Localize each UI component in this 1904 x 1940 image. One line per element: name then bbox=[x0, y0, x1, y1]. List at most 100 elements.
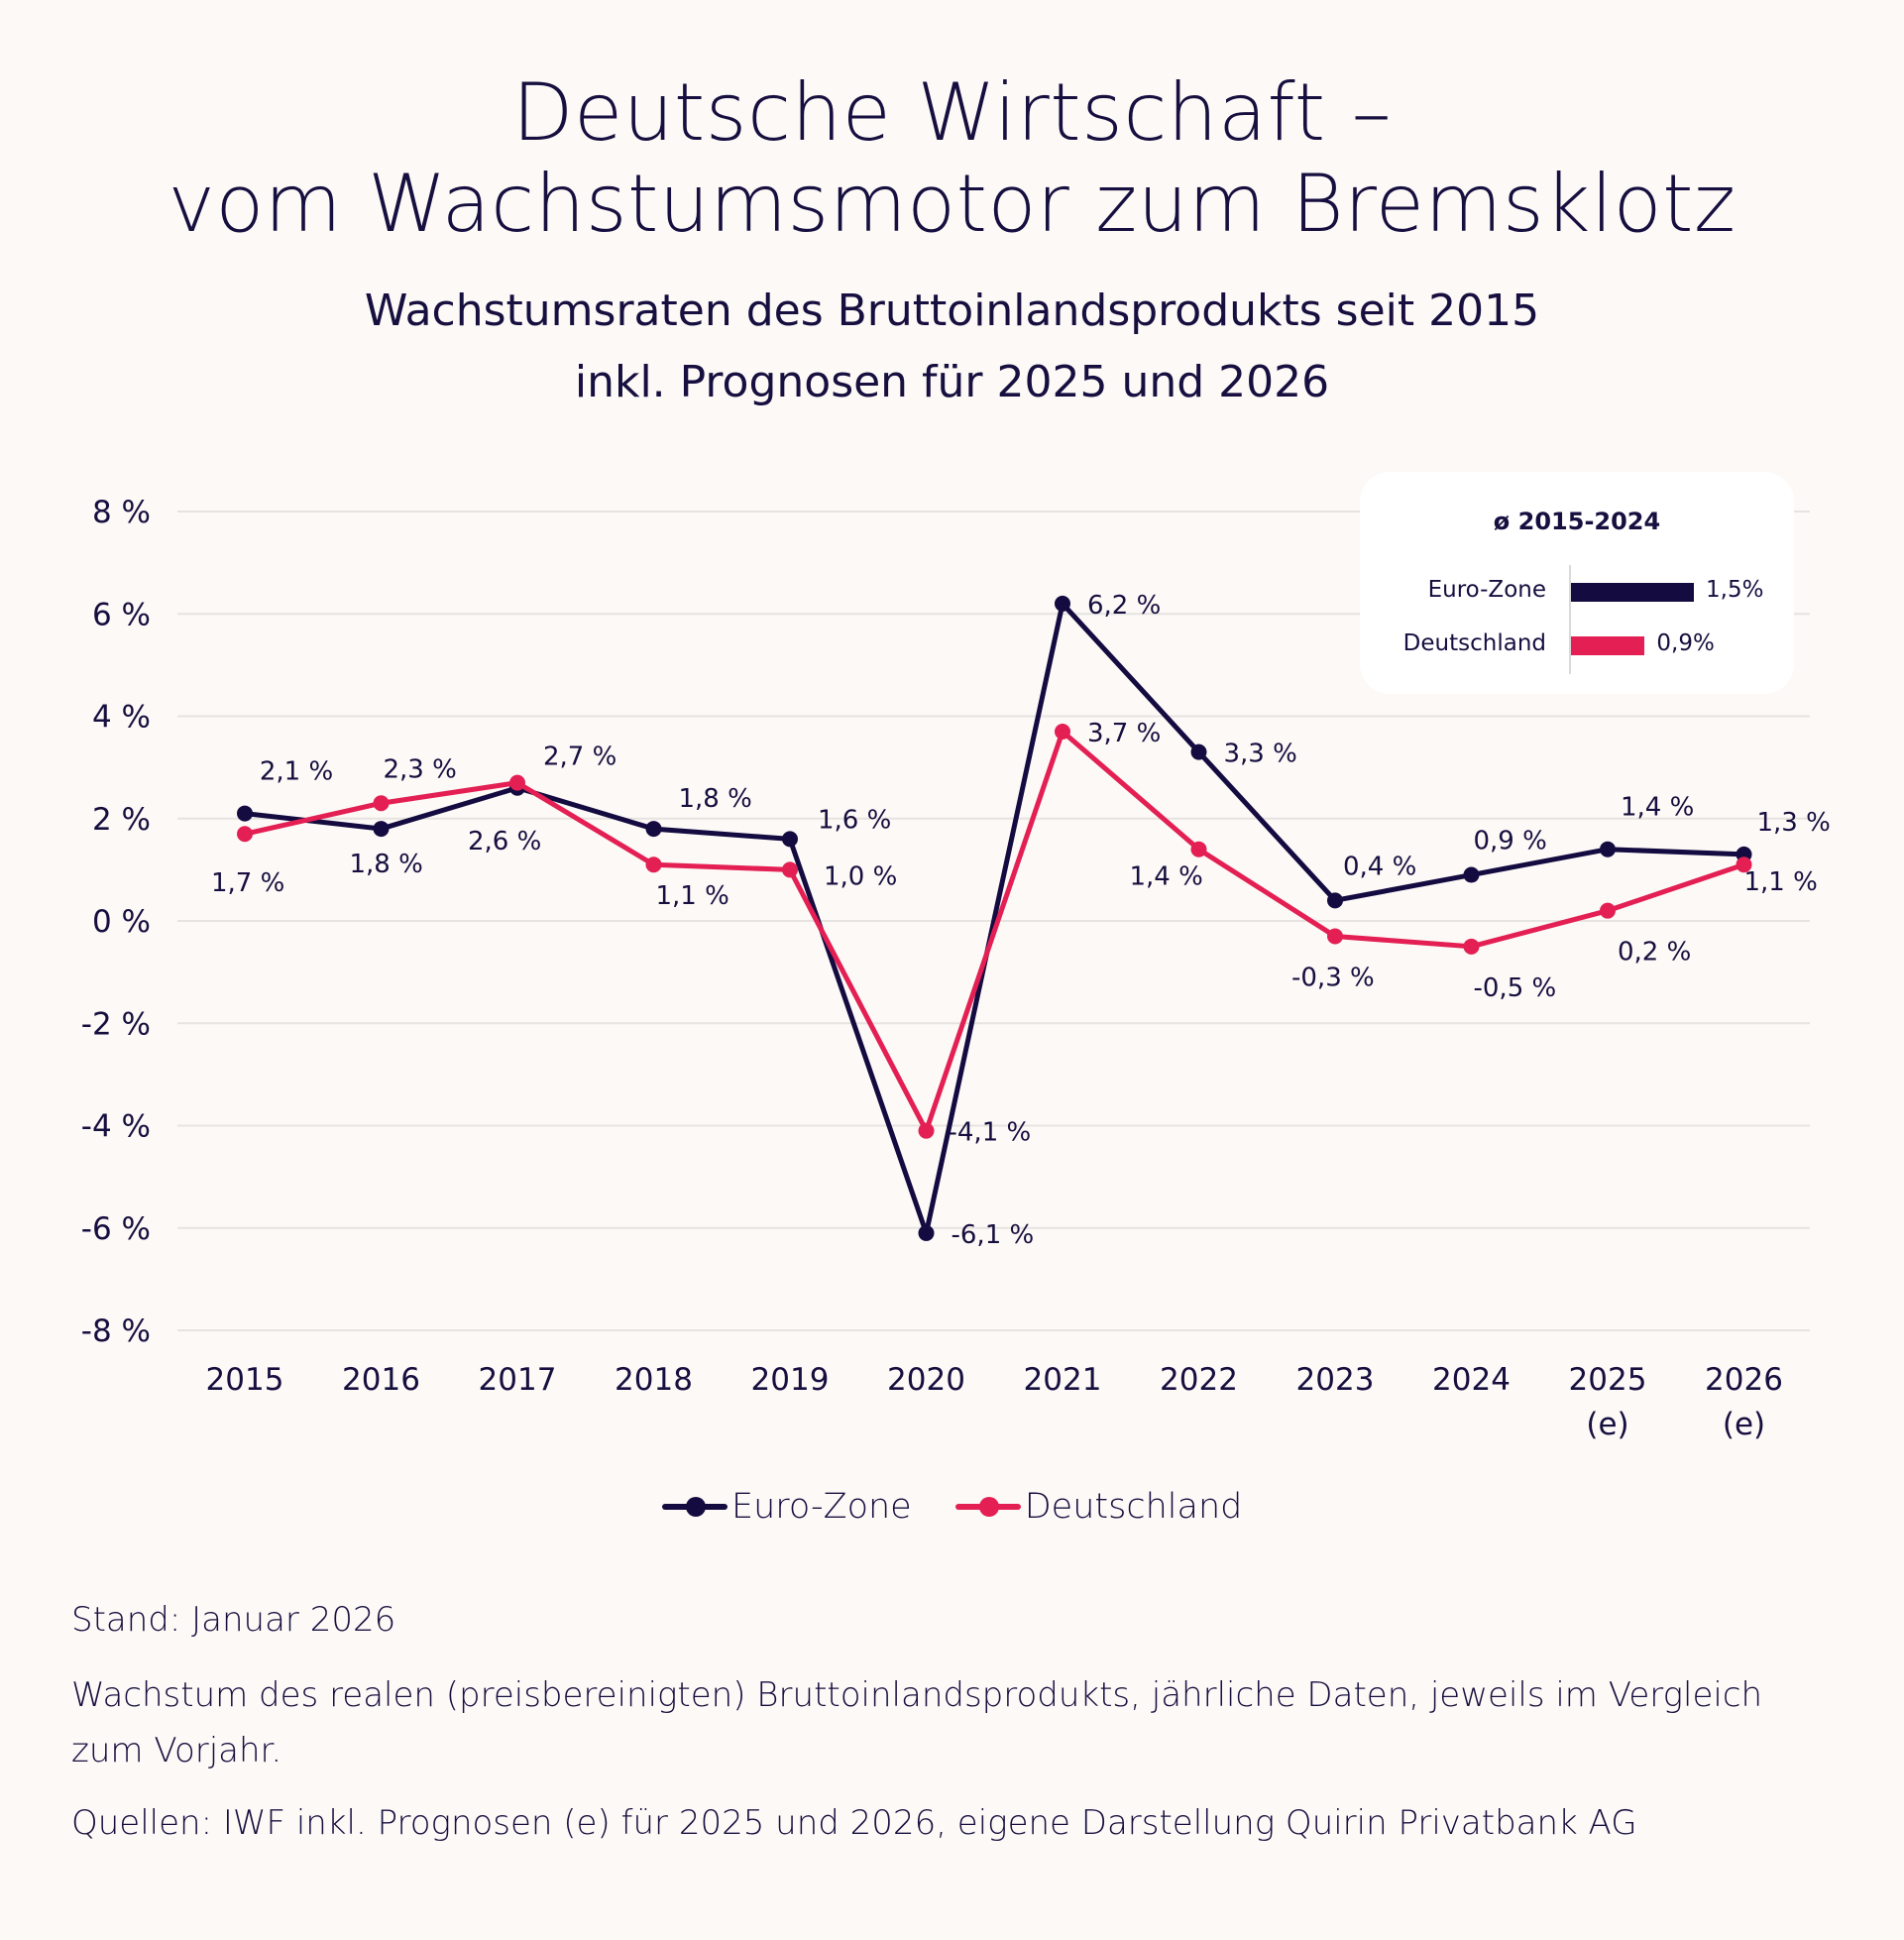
data-point[interactable] bbox=[1327, 928, 1343, 945]
data-label: -0,3 % bbox=[1291, 963, 1375, 992]
data-point[interactable] bbox=[1600, 841, 1616, 857]
data-label: 6,2 % bbox=[1087, 591, 1161, 621]
data-label: 2,1 % bbox=[260, 757, 333, 787]
data-point[interactable] bbox=[782, 831, 798, 848]
x-tick-sublabel: (e) bbox=[1586, 1407, 1628, 1442]
data-point[interactable] bbox=[1190, 841, 1207, 857]
data-label: 2,3 % bbox=[384, 754, 457, 784]
data-point[interactable] bbox=[918, 1224, 935, 1241]
data-label: 1,7 % bbox=[211, 868, 284, 898]
average-label-deutschland: Deutschland bbox=[1402, 630, 1546, 656]
data-label: 2,6 % bbox=[468, 827, 541, 856]
x-tick-label: 2023 bbox=[1296, 1362, 1375, 1398]
data-point[interactable] bbox=[1055, 723, 1070, 740]
chart-title: Deutsche Wirtschaft – vom Wachstumsmotor… bbox=[0, 67, 1904, 250]
series-deutschland bbox=[237, 723, 1752, 1139]
legend-item-deutschland[interactable]: Deutschland bbox=[954, 1487, 1243, 1527]
series-line bbox=[244, 601, 1744, 1236]
data-point[interactable] bbox=[645, 821, 662, 838]
x-tick-label: 2022 bbox=[1160, 1362, 1238, 1398]
data-point[interactable] bbox=[645, 856, 662, 873]
data-label: 3,7 % bbox=[1087, 719, 1161, 748]
data-label: 1,1 % bbox=[1744, 867, 1818, 897]
data-label: 1,8 % bbox=[679, 784, 752, 814]
data-label: 0,9 % bbox=[1474, 827, 1547, 856]
data-label: 1,8 % bbox=[350, 850, 423, 879]
average-value-euro-zone: 1,5% bbox=[1706, 577, 1764, 603]
data-label: 0,4 % bbox=[1343, 852, 1416, 881]
x-tick-label: 2018 bbox=[615, 1362, 693, 1398]
data-label: 1,3 % bbox=[1757, 808, 1831, 838]
data-label: 0,2 % bbox=[1618, 938, 1691, 968]
footer-note: Wachstum des realen (preisbereinigten) B… bbox=[71, 1675, 1763, 1770]
data-point[interactable] bbox=[237, 826, 253, 843]
y-tick-label: 0 % bbox=[92, 904, 151, 940]
data-label: -4,1 % bbox=[949, 1118, 1032, 1148]
footer-stand: Stand: Januar 2026 bbox=[71, 1600, 396, 1640]
data-label: 1,0 % bbox=[824, 861, 897, 891]
data-point[interactable] bbox=[373, 821, 390, 838]
average-inset-title: ø 2015-2024 bbox=[1493, 508, 1661, 535]
y-tick-label: -6 % bbox=[81, 1211, 151, 1247]
series-line bbox=[244, 729, 1745, 1134]
series-lines bbox=[237, 595, 1752, 1241]
y-tick-label: -4 % bbox=[81, 1109, 151, 1145]
legend-label-deutschland: Deutschland bbox=[1024, 1487, 1243, 1527]
data-label: 2,7 % bbox=[543, 742, 616, 772]
legend-item-euro-zone[interactable]: Euro-Zone bbox=[662, 1487, 912, 1527]
subtitle-line-2: inkl. Prognosen für 2025 und 2026 bbox=[574, 357, 1330, 407]
y-tick-label: 8 % bbox=[92, 495, 151, 530]
x-tick-label: 2026 bbox=[1705, 1362, 1783, 1398]
y-tick-label: 2 % bbox=[92, 802, 151, 838]
legend-marker-euro-zone bbox=[662, 1497, 728, 1517]
chart-legend: Euro-Zone Deutschland bbox=[662, 1483, 1286, 1531]
data-point[interactable] bbox=[237, 805, 253, 822]
data-point[interactable] bbox=[1463, 866, 1480, 883]
data-label: 1,6 % bbox=[818, 805, 891, 835]
data-label: 1,4 % bbox=[1621, 793, 1694, 823]
average-row-deutschland: Deutschland 0,9% bbox=[1360, 630, 1794, 660]
series-euro-zone bbox=[237, 595, 1752, 1241]
x-tick-label: 2024 bbox=[1432, 1362, 1511, 1398]
data-label: 3,3 % bbox=[1224, 740, 1297, 769]
data-point[interactable] bbox=[918, 1122, 935, 1139]
x-axis: 2015 2016 2017 2018 2019 2020 2021 2022 2023 2024… bbox=[206, 1362, 1783, 1442]
average-row-euro-zone: Euro-Zone 1,5% bbox=[1360, 577, 1794, 607]
footer-sources: Quellen: IWF inkl. Prognosen (e) für 202… bbox=[71, 1803, 1637, 1843]
average-label-euro-zone: Euro-Zone bbox=[1427, 577, 1546, 603]
data-point[interactable] bbox=[782, 861, 798, 878]
y-tick-label: -8 % bbox=[81, 1313, 151, 1349]
average-value-deutschland: 0,9% bbox=[1656, 630, 1715, 656]
x-tick-label: 2015 bbox=[206, 1362, 284, 1398]
title-line-1: Deutsche Wirtschaft – bbox=[511, 66, 1393, 159]
y-axis: 8 % 6 % 4 % 2 % 0 % -2 % -4 % -6 % -8 % bbox=[81, 495, 151, 1349]
average-bar-deutschland bbox=[1571, 636, 1645, 655]
data-label: 1,4 % bbox=[1130, 862, 1203, 892]
subtitle-line-1: Wachstumsraten des Bruttoinlandsprodukts… bbox=[364, 285, 1540, 336]
data-point[interactable] bbox=[1463, 938, 1480, 955]
data-label: -0,5 % bbox=[1474, 973, 1557, 1003]
y-tick-label: -2 % bbox=[81, 1006, 151, 1042]
average-bar-euro-zone bbox=[1571, 583, 1694, 602]
x-tick-label: 2017 bbox=[479, 1362, 557, 1398]
x-tick-label: 2021 bbox=[1024, 1362, 1102, 1398]
y-tick-label: 6 % bbox=[92, 597, 151, 632]
data-point[interactable] bbox=[1055, 595, 1070, 612]
data-point[interactable] bbox=[1190, 743, 1207, 760]
x-tick-label: 2020 bbox=[887, 1362, 965, 1398]
data-labels: 2,1 % 1,8 % 2,6 % 1,8 % 1,6 % -6,1 % 6,2 % 3,3 … bbox=[211, 591, 1831, 1250]
data-point[interactable] bbox=[1327, 892, 1343, 909]
average-inset-divider bbox=[1569, 565, 1571, 674]
x-tick-label: 2016 bbox=[342, 1362, 420, 1398]
data-point[interactable] bbox=[1600, 902, 1616, 919]
legend-label-euro-zone: Euro-Zone bbox=[731, 1487, 912, 1527]
data-point[interactable] bbox=[1736, 856, 1752, 873]
title-line-2: vom Wachstumsmotor zum Bremsklotz bbox=[168, 158, 1736, 250]
data-point[interactable] bbox=[509, 774, 525, 791]
data-label: -6,1 % bbox=[952, 1220, 1035, 1250]
chart-subtitle: Wachstumsraten des Bruttoinlandsprodukts… bbox=[0, 276, 1904, 418]
legend-marker-deutschland bbox=[954, 1497, 1021, 1517]
data-point[interactable] bbox=[373, 795, 390, 812]
x-tick-sublabel: (e) bbox=[1723, 1407, 1765, 1442]
